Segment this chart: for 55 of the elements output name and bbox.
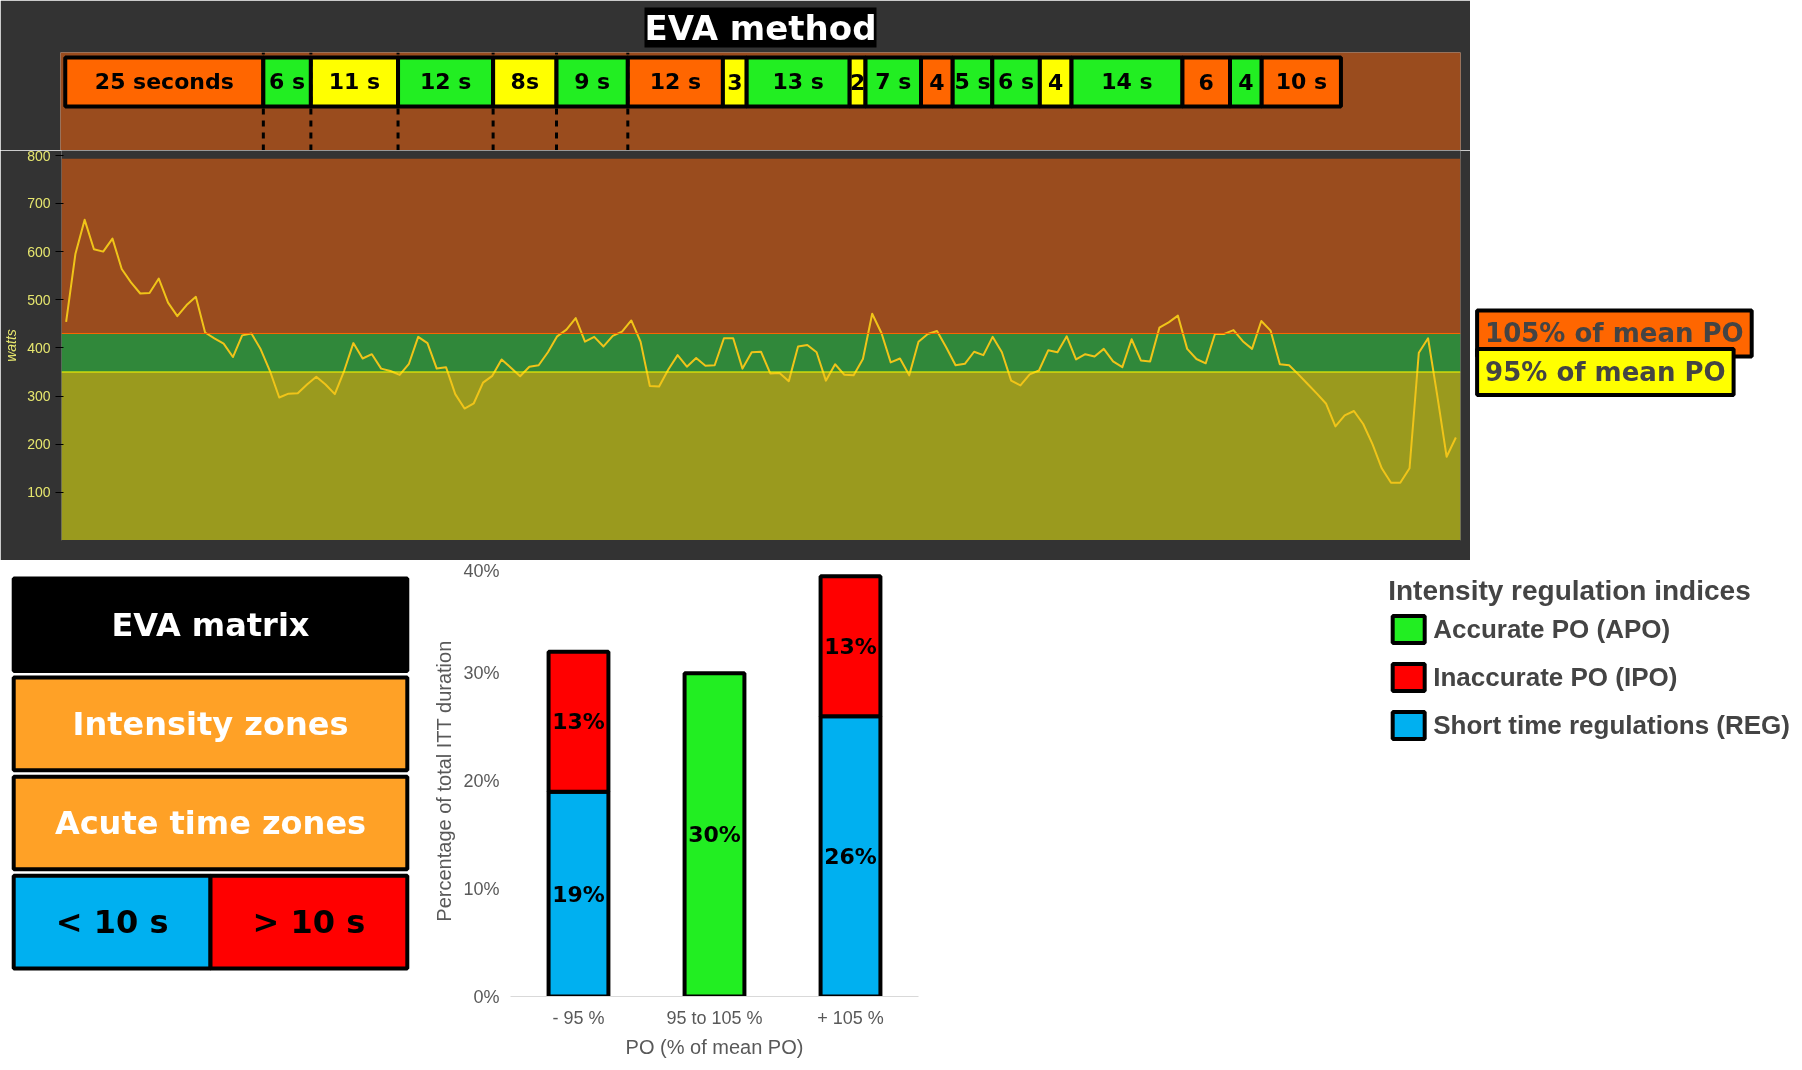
y-tick-label: 200 [27, 436, 51, 453]
data-label: 13% [552, 709, 605, 735]
y-tick-label: 500 [27, 291, 51, 308]
data-label: 4 [1048, 69, 1064, 95]
x-tick-label: 95 to 105 % [666, 1007, 763, 1028]
x-axis-title: PO (% of mean PO) [625, 1035, 804, 1058]
data-label: 19% [552, 881, 605, 907]
data-label: 13% [824, 633, 877, 659]
text: Intensity zones [72, 705, 349, 744]
data-label: 8s [510, 69, 540, 95]
ref-line-label: 105% of mean PO [1485, 318, 1744, 349]
data-label: 4 [929, 69, 945, 95]
y-tick-label: 10% [463, 878, 500, 899]
text: < 10 s [55, 903, 169, 942]
data-label: 10 s [1275, 69, 1328, 95]
data-label: 6 [1198, 69, 1214, 95]
y-tick-label: 700 [27, 195, 51, 212]
text: > 10 s [252, 903, 366, 942]
y-tick-label: 300 [27, 388, 51, 405]
data-label: 30% [688, 822, 741, 848]
legend-label: Inaccurate PO (IPO) [1433, 661, 1678, 693]
data-label: 9 s [574, 69, 611, 95]
chart-title: EVA method [644, 7, 877, 48]
text: EVA matrix [111, 605, 310, 644]
y-tick-label: 40% [463, 560, 500, 581]
legend-label: Accurate PO (APO) [1433, 613, 1671, 645]
data-label: 3 [727, 69, 743, 95]
y-tick-label: 600 [27, 243, 51, 260]
data-label: 25 seconds [94, 69, 234, 95]
y-axis-title: Percentage of total ITT duration [433, 640, 456, 922]
legend-title: Intensity regulation indices [1388, 575, 1752, 607]
y-tick-label: 800 [27, 147, 51, 164]
legend-label: Short time regulations (REG) [1433, 709, 1790, 741]
data-label: 12 s [419, 69, 472, 95]
data-label: 12 s [649, 69, 702, 95]
text: Acute time zones [54, 804, 367, 843]
data-label: 6 s [998, 69, 1035, 95]
y-tick-label: 20% [463, 771, 500, 791]
data-label: 6 s [269, 69, 306, 95]
ref-line-label: 95% of mean PO [1485, 356, 1726, 387]
data-label: 14 s [1101, 69, 1153, 95]
line-series [65, 218, 1457, 484]
y-axis-title: watts [3, 329, 20, 362]
data-label: 13 s [772, 69, 824, 95]
y-tick-label: 400 [27, 339, 51, 356]
x-tick-label: + 105 % [817, 1007, 884, 1028]
y-tick-label: 0% [473, 986, 500, 1007]
x-tick-label: - 95 % [552, 1007, 605, 1028]
data-label: 4 [1238, 69, 1254, 95]
data-label: 11 s [328, 69, 381, 95]
data-label: 26% [824, 843, 877, 869]
data-label: 7 s [875, 69, 912, 95]
y-tick-label: 30% [463, 663, 500, 684]
y-tick-label: 100 [27, 484, 51, 501]
data-label: 5 s [954, 69, 991, 95]
